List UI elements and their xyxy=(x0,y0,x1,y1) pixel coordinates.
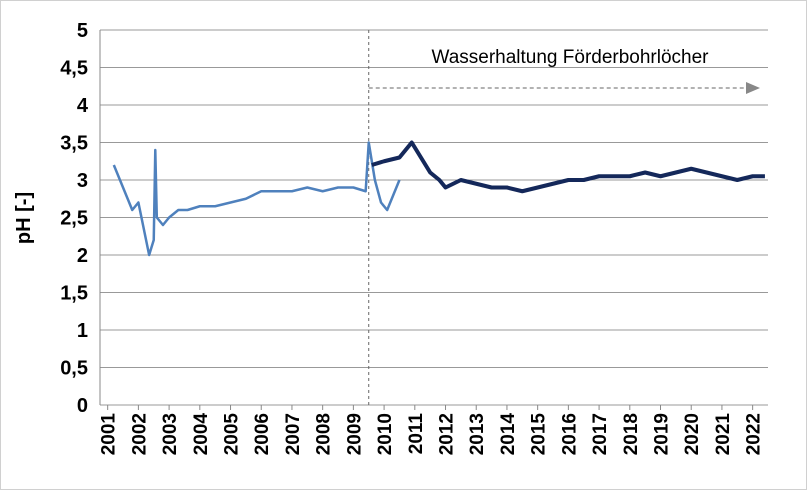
x-tick-label: 2015 xyxy=(529,413,550,456)
x-tick-label: 2016 xyxy=(559,413,580,455)
x-tick-label: 2004 xyxy=(191,413,212,456)
x-tick-label: 2017 xyxy=(590,413,611,455)
x-tick-label: 2012 xyxy=(437,413,458,455)
x-tick-label: 2006 xyxy=(252,413,273,455)
y-tick-label: 2,5 xyxy=(60,208,88,230)
y-tick-label: 2 xyxy=(77,245,88,267)
x-tick-label: 2014 xyxy=(498,413,519,456)
y-tick-label: 0,5 xyxy=(60,358,88,380)
y-axis-label: pH [-] xyxy=(13,192,35,244)
arrow-head xyxy=(746,82,760,94)
x-tick-label: 2013 xyxy=(467,413,488,455)
x-tick-label: 2021 xyxy=(713,413,734,456)
y-tick-label: 1,5 xyxy=(60,283,88,305)
x-tick-label: 2008 xyxy=(314,413,335,455)
x-tick-label: 2003 xyxy=(160,413,181,455)
y-tick-label: 0 xyxy=(77,395,88,417)
x-tick-label: 2011 xyxy=(406,413,427,455)
y-tick-label: 1 xyxy=(77,320,88,342)
y-tick-label: 5 xyxy=(77,20,88,42)
x-tick-label: 2010 xyxy=(375,413,396,455)
x-tick-label: 2018 xyxy=(621,413,642,455)
y-tick-label: 3,5 xyxy=(60,133,88,155)
data-line xyxy=(371,140,765,194)
x-tick-label: 2019 xyxy=(652,413,673,455)
annotation: Wasserhaltung Förderbohrlöcher xyxy=(431,47,709,68)
x-tick-label: 2009 xyxy=(344,413,365,455)
x-tick-label: 2020 xyxy=(682,413,703,455)
y-tick-label: 3 xyxy=(77,170,88,192)
x-tick-label: 2001 xyxy=(99,413,120,456)
y-tick-label: 4 xyxy=(77,95,89,117)
x-tick-label: 2007 xyxy=(283,413,304,455)
data-line xyxy=(112,141,401,257)
x-tick-label: 2005 xyxy=(222,413,243,456)
x-tick-label: 2002 xyxy=(129,413,150,455)
x-tick-label: 2022 xyxy=(744,413,765,455)
y-tick-label: 4,5 xyxy=(60,58,88,80)
